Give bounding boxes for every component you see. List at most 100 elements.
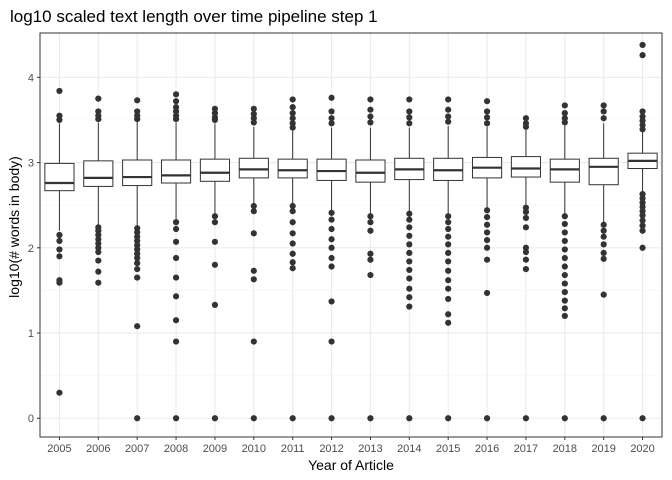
outlier-point [406, 249, 413, 256]
x-tick-label: 2010 [242, 443, 266, 455]
outlier-point [406, 120, 413, 127]
outlier-point [250, 338, 257, 345]
outlier-point [483, 229, 491, 236]
outlier-point [639, 199, 646, 206]
outlier-point [445, 415, 452, 422]
outlier-point [95, 257, 102, 264]
outlier-point [95, 240, 102, 247]
chart-title: log10 scaled text length over time pipel… [10, 7, 378, 26]
x-tick-label: 2020 [630, 443, 654, 455]
outlier-point [172, 104, 180, 111]
outlier-point [172, 274, 180, 281]
outlier-point [367, 219, 374, 226]
outlier-point [445, 295, 452, 303]
box-body [277, 158, 308, 179]
outlier-point [172, 115, 180, 123]
outlier-point [406, 241, 413, 248]
outlier-point [367, 106, 374, 113]
outlier-point [561, 415, 568, 422]
outlier-point [289, 219, 296, 226]
outlier-point [172, 108, 180, 115]
outlier-point [250, 115, 257, 122]
outlier-point [95, 227, 102, 234]
outlier-point [95, 236, 102, 243]
outlier-point [483, 98, 491, 105]
outlier-point [445, 311, 452, 318]
outlier-point [406, 266, 413, 274]
outlier-point [522, 244, 530, 251]
outlier-point [211, 116, 219, 124]
outlier-point [289, 230, 296, 237]
box-2019 [588, 102, 619, 422]
outlier-point [172, 225, 180, 233]
outlier-point [134, 260, 141, 267]
outlier-point [367, 213, 374, 220]
x-tick-label: 2018 [553, 443, 577, 455]
outlier-point [134, 250, 141, 257]
outlier-point [328, 298, 335, 305]
outlier-point [445, 267, 452, 274]
box-2014 [394, 96, 425, 422]
outlier-point [600, 227, 607, 234]
outlier-point [522, 115, 530, 122]
x-tick-label: 2009 [203, 443, 227, 455]
outlier-point [328, 236, 335, 243]
outlier-point [95, 248, 102, 256]
outlier-point [134, 242, 141, 249]
outlier-point [56, 237, 63, 245]
x-tick-label: 2017 [514, 443, 538, 455]
outlier-point [289, 265, 296, 272]
outlier-point [445, 225, 452, 233]
outlier-point [134, 233, 141, 240]
outlier-point [211, 301, 219, 308]
outlier-point [211, 238, 219, 245]
outlier-point [289, 240, 296, 247]
outlier-point [289, 96, 296, 103]
outlier-point [367, 415, 374, 422]
box-2018 [549, 102, 580, 422]
box-body [355, 159, 386, 183]
outlier-point [56, 112, 63, 119]
outlier-point [134, 274, 141, 281]
box-2009 [199, 105, 231, 422]
outlier-point [561, 305, 568, 312]
box-2010 [238, 105, 269, 422]
outlier-point [172, 254, 180, 262]
outlier-point [406, 114, 413, 121]
outlier-point [95, 115, 102, 123]
outlier-point [406, 415, 413, 422]
outlier-point [600, 221, 607, 228]
outlier-point [639, 212, 646, 219]
outlier-point [250, 230, 257, 237]
y-tick-label: 0 [28, 413, 34, 425]
box-body [83, 160, 114, 187]
outlier-point [483, 114, 491, 121]
outlier-point [445, 285, 452, 292]
outlier-point [250, 202, 257, 210]
box-body [238, 157, 269, 179]
outlier-point [639, 195, 646, 202]
box-2011 [277, 96, 308, 422]
x-tick-label: 2012 [319, 443, 343, 455]
outlier-point [406, 216, 413, 223]
outlier-point [289, 208, 296, 215]
outlier-point [56, 253, 63, 260]
outlier-point [172, 219, 180, 226]
outlier-point [250, 119, 257, 126]
box-2013 [355, 96, 386, 422]
outlier-point [328, 120, 335, 127]
outlier-point [406, 258, 413, 265]
outlier-point [445, 118, 452, 125]
x-tick-label: 2014 [397, 443, 421, 455]
outlier-point [172, 293, 180, 300]
outlier-point [522, 208, 530, 216]
outlier-point [289, 415, 296, 422]
outlier-point [406, 96, 413, 103]
box-2007 [122, 97, 153, 422]
outlier-point [328, 338, 335, 345]
outlier-point [639, 126, 646, 133]
outlier-point [639, 222, 646, 229]
outlier-point [561, 297, 568, 304]
outlier-point [600, 415, 607, 422]
outlier-point [367, 256, 374, 263]
